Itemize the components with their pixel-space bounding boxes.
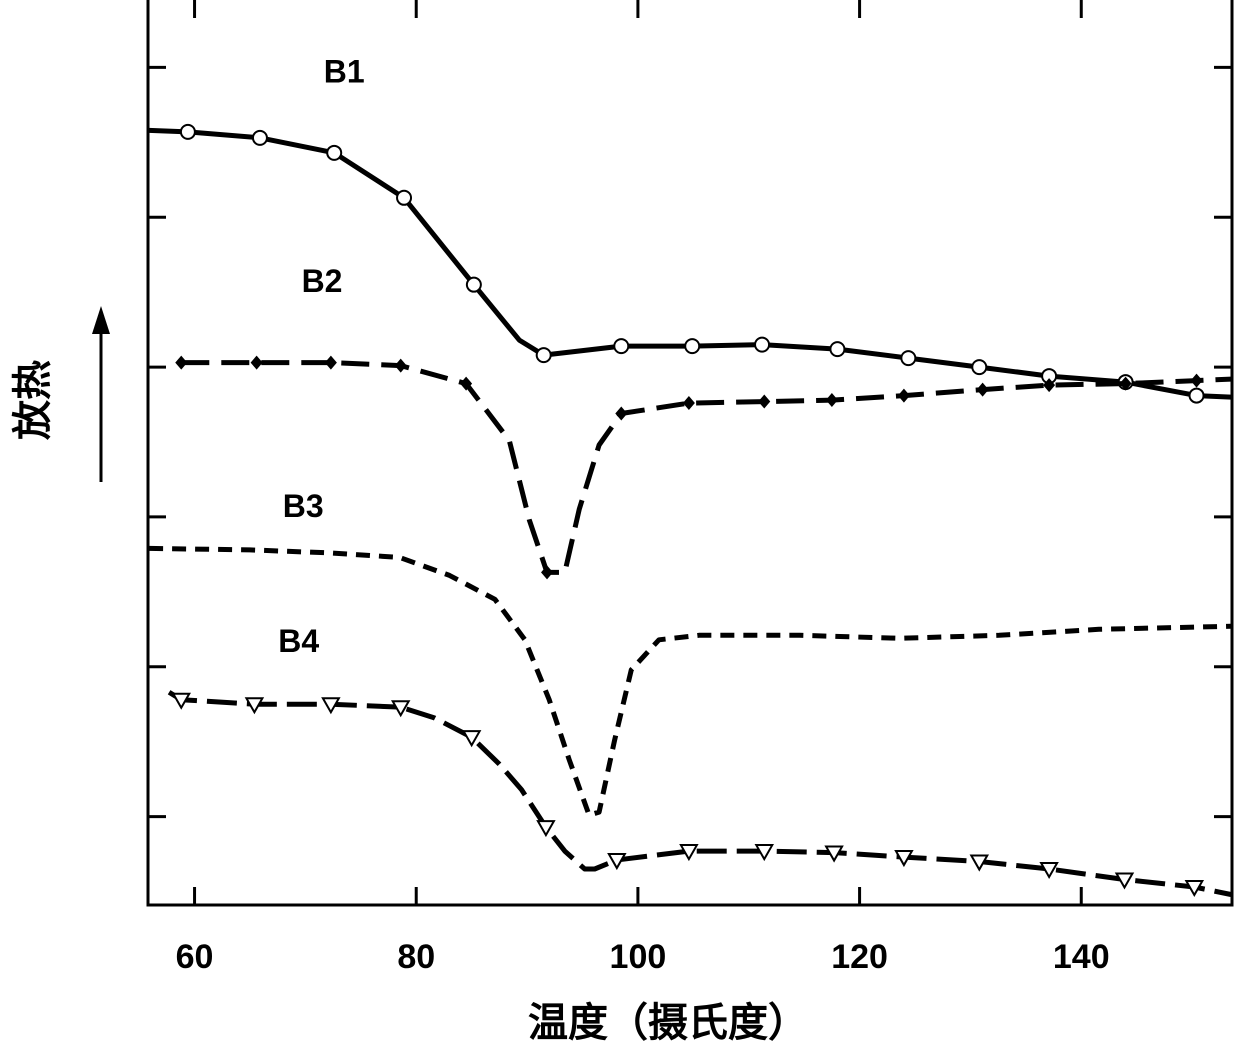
data-point [397,191,411,205]
data-point [898,389,910,403]
series-b1: B1 [149,53,1231,402]
x-tick-label: 80 [397,938,435,976]
curves: B1 B2 B3 B4 [149,53,1231,895]
data-point [901,351,915,365]
up-arrow-icon [92,306,110,482]
data-point [325,356,337,370]
data-point [327,146,341,160]
y-axis-label: 放热 [10,360,56,440]
x-tick-label: 120 [831,938,888,976]
data-point [685,339,699,353]
plot-frame [148,0,1232,905]
x-axis-label: 温度（摄氏度） [528,1000,808,1046]
chart-svg: 60 80 100 120 140 B1 B2 B3 B4 温度（摄氏度） 放热 [0,0,1240,1046]
series-label: B2 [302,263,343,299]
data-point [755,338,769,352]
data-point [538,821,554,835]
x-tick-label: 140 [1053,938,1110,976]
data-point [1191,374,1203,388]
x-tick-label: 100 [610,938,667,976]
series-line [149,548,1231,815]
data-point [1190,389,1204,403]
data-point [615,407,627,421]
data-point [683,396,695,410]
series-line [181,363,1231,573]
data-point [175,356,187,370]
data-point [464,731,480,745]
data-point [251,356,263,370]
series-label: B1 [324,53,365,89]
dsc-chart: 60 80 100 120 140 B1 B2 B3 B4 温度（摄氏度） 放热 [0,0,1240,1046]
data-point [758,395,770,409]
data-point [826,393,838,407]
series-line [169,692,1231,894]
data-point [467,278,481,292]
data-point [537,348,551,362]
series-b2: B2 [175,263,1231,579]
data-point [395,359,407,373]
data-point [977,383,989,397]
series-label: B3 [283,488,324,524]
data-point [830,342,844,356]
data-point [253,131,267,145]
data-point [181,125,195,139]
data-point [972,360,986,374]
series-label: B4 [278,623,319,659]
x-tick-label: 60 [176,938,214,976]
series-b4: B4 [169,623,1231,895]
data-point [614,339,628,353]
